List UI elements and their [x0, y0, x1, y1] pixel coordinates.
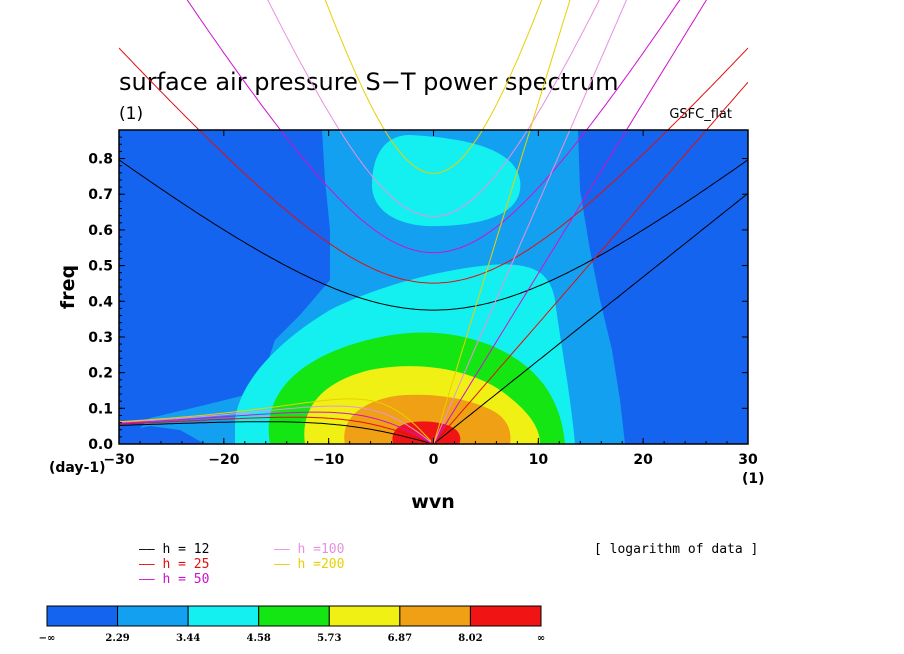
x-tick-label: 30	[738, 452, 758, 468]
dispersion-h200	[119, 0, 571, 444]
curve-ig-h100	[267, 0, 600, 217]
legend-entry-h50: —— h = 50	[139, 572, 209, 587]
x-tick-label: 20	[633, 452, 653, 468]
y-tick-label: 0.7	[88, 187, 113, 203]
curve-ig-h25	[119, 47, 748, 284]
contour-level-6	[344, 394, 511, 444]
colorbar-swatch	[469, 605, 542, 627]
colorbar-label: 3.44	[176, 633, 200, 644]
legend-entry-h200: —— h =200	[274, 557, 344, 572]
y-tick-label: 0.6	[88, 223, 113, 239]
colorbar-label: 5.73	[317, 633, 341, 644]
colorbar-label: 8.02	[458, 633, 482, 644]
curve-rossby-h25	[119, 416, 432, 444]
legend-entry-h25: —— h = 25	[139, 557, 209, 572]
colorbar-swatch	[46, 605, 119, 627]
curve-rossby-h200	[119, 398, 432, 442]
y-axis-label: freq	[57, 265, 79, 309]
colorbar-swatch	[187, 605, 260, 627]
curve-kelvin-h25	[433, 81, 748, 444]
x-unit-left: (day-1)	[49, 460, 106, 476]
chart-title: surface air pressure S−T power spectrum	[119, 68, 619, 96]
curve-ig-h200	[324, 0, 543, 174]
dispersion-h12	[119, 159, 748, 444]
x-tick-label: −10	[313, 452, 344, 468]
x-unit-right: (1)	[742, 471, 765, 487]
dispersion-h100	[119, 0, 627, 444]
colorbar-label: 4.58	[247, 633, 271, 644]
colorbar-swatch	[117, 605, 189, 627]
y-tick-label: 0.4	[88, 294, 113, 310]
data-note: [ logarithm of data ]	[594, 542, 758, 557]
curve-kelvin-h100	[433, 0, 627, 444]
y-tick-label: 0.0	[88, 437, 113, 453]
dispersion-h25	[119, 47, 748, 444]
colorbar-swatch	[399, 605, 471, 627]
curve-rossby-h12	[119, 421, 432, 444]
legend-entry-h100: —— h =100	[274, 542, 344, 557]
chart-subtitle-units: (1)	[119, 104, 143, 124]
curve-kelvin-h12	[433, 192, 748, 444]
colorbar-label: ∞	[537, 633, 545, 644]
curve-kelvin-h50	[433, 0, 707, 444]
curve-ig-h50	[186, 0, 681, 254]
colorbar: −∞ 2.29 3.44 4.58 5.73 6.87 8.02 ∞	[39, 605, 545, 644]
dispersion-h50	[119, 0, 707, 444]
dispersion-curves	[119, 0, 748, 444]
x-tick-label: 0	[429, 452, 439, 468]
colorbar-label: 6.87	[388, 633, 412, 644]
curve-rossby-h100	[119, 405, 432, 443]
x-tick-label: −20	[208, 452, 239, 468]
curve-ig-h12	[119, 159, 748, 311]
x-tick-label: 10	[529, 452, 549, 468]
y-tick-label: 0.1	[88, 401, 113, 417]
y-tick-label: 0.5	[88, 259, 113, 275]
colorbar-swatch	[258, 605, 330, 627]
colorbar-label: −∞	[39, 633, 56, 644]
contour-field	[119, 130, 748, 444]
colorbar-label: 2.29	[105, 633, 129, 644]
dispersion-legend: —— h = 12—— h = 25—— h = 50 —— h =100—— h…	[139, 542, 344, 587]
y-tick-label: 0.8	[88, 152, 113, 168]
x-tick-label: −30	[103, 452, 134, 468]
axis-ticks: −30 −20 −10 0 10 20 30 0.0 0.1 0.2 0.3 0.4 0.5 0.6 0.7…	[88, 130, 758, 468]
curve-kelvin-h200	[433, 0, 571, 444]
curve-rossby-h50	[119, 411, 432, 444]
y-tick-label: 0.2	[88, 366, 113, 382]
legend-entry-h12: —— h = 12	[139, 542, 209, 557]
y-tick-label: 0.3	[88, 330, 113, 346]
x-axis-label: wvn	[411, 491, 454, 513]
colorbar-swatch	[328, 605, 401, 627]
